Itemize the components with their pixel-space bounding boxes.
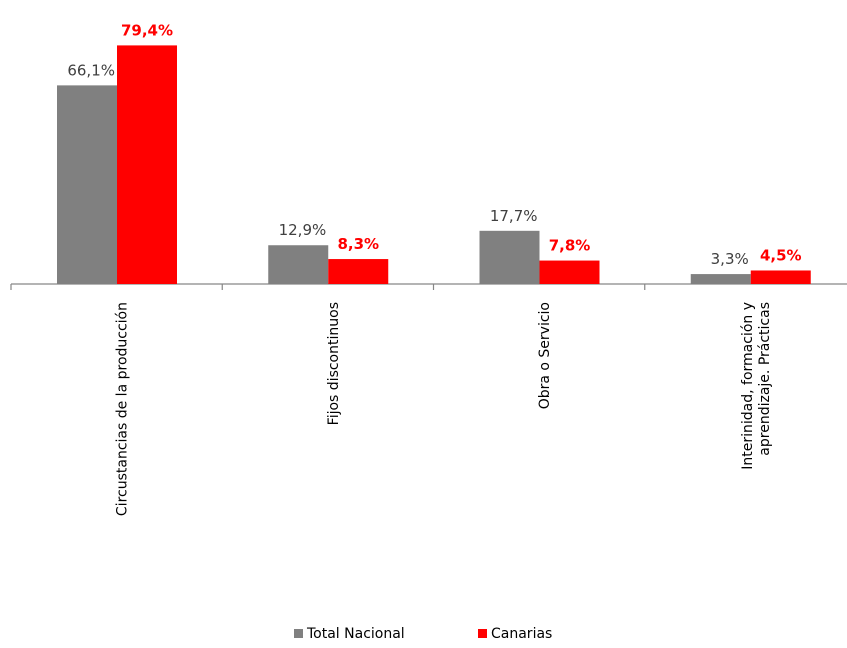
data-label-canarias: 4,5% [760,246,802,264]
category-label: Interinidad, formación y [740,302,756,470]
data-labels: 66,1% 79,4% 12,9% 8,3% 17,7% 7,8% 3,3% 4,5% [67,21,801,268]
bar-canarias [328,259,389,284]
legend-label: Canarias [491,626,552,642]
category-label: Obra o Servicio [537,302,553,409]
bar-canarias [750,270,811,284]
data-label-canarias: 79,4% [121,21,173,39]
category-labels: Circustancias de la producción Fijos disc… [115,302,773,516]
data-label-total-nacional: 12,9% [279,221,327,239]
data-label-total-nacional: 3,3% [711,250,749,268]
legend-swatch-total-nacional [294,629,303,638]
bar-total-nacional [479,230,540,284]
data-label-total-nacional: 17,7% [490,207,538,225]
category-label: Fijos discontinuos [326,302,342,425]
legend-label: Total Nacional [306,626,405,642]
bars [57,45,811,284]
x-axis [10,283,847,290]
bar-canarias [539,260,600,284]
bar-total-nacional [268,245,329,284]
bar-total-nacional [57,85,117,284]
data-label-total-nacional: 66,1% [67,61,115,79]
category-label: aprendizaje. Prácticas [757,302,773,456]
legend-swatch-canarias [478,629,487,638]
bar-total-nacional [690,274,751,284]
data-label-canarias: 8,3% [337,235,379,253]
data-label-canarias: 7,8% [549,237,591,255]
bar-canarias [117,45,177,284]
legend: Total Nacional Canarias [294,626,552,642]
category-label: Circustancias de la producción [115,302,131,516]
